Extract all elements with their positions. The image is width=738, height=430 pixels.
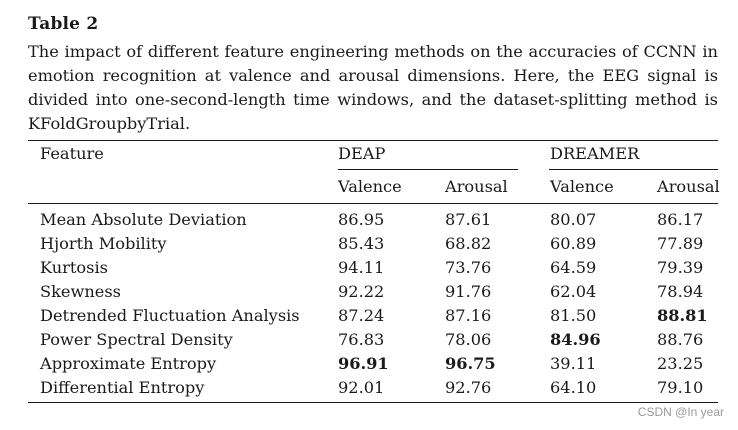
row-value: 87.16 <box>445 306 492 325</box>
row-value: 62.04 <box>550 282 597 301</box>
bottom-rule <box>28 402 718 403</box>
row-value: 68.82 <box>445 234 492 253</box>
row-feature: Differential Entropy <box>40 378 205 397</box>
row-value: 96.91 <box>338 354 389 373</box>
subheader-dreamer-arousal: Arousal <box>657 177 720 196</box>
row-feature: Power Spectral Density <box>40 330 233 349</box>
row-value: 94.11 <box>338 258 385 277</box>
row-value: 39.11 <box>550 354 597 373</box>
row-value: 80.07 <box>550 210 597 229</box>
table-caption: The impact of different feature engineer… <box>28 42 718 133</box>
row-feature: Hjorth Mobility <box>40 234 167 253</box>
row-value: 23.25 <box>657 354 704 373</box>
row-value: 64.10 <box>550 378 597 397</box>
row-value: 86.17 <box>657 210 704 229</box>
watermark: CSDN @In year <box>637 405 724 419</box>
row-value: 79.39 <box>657 258 704 277</box>
row-value: 84.96 <box>550 330 601 349</box>
subheader-deap-arousal: Arousal <box>445 177 508 196</box>
row-value: 91.76 <box>445 282 492 301</box>
row-value: 86.95 <box>338 210 385 229</box>
row-feature: Skewness <box>40 282 121 301</box>
header-feature: Feature <box>40 144 104 163</box>
row-value: 87.24 <box>338 306 385 325</box>
row-value: 88.81 <box>657 306 708 325</box>
subheader-deap-valence: Valence <box>338 177 402 196</box>
row-value: 96.75 <box>445 354 496 373</box>
row-value: 79.10 <box>657 378 704 397</box>
row-value: 78.94 <box>657 282 704 301</box>
row-value: 88.76 <box>657 330 704 349</box>
table-label: Table 2 <box>28 14 99 34</box>
row-value: 77.89 <box>657 234 704 253</box>
header-group-dreamer: DREAMER <box>550 144 640 163</box>
row-value: 78.06 <box>445 330 492 349</box>
subheader-dreamer-valence: Valence <box>550 177 614 196</box>
row-value: 92.01 <box>338 378 385 397</box>
row-value: 87.61 <box>445 210 492 229</box>
row-value: 76.83 <box>338 330 385 349</box>
row-feature: Detrended Fluctuation Analysis <box>40 306 300 325</box>
row-value: 85.43 <box>338 234 385 253</box>
row-value: 60.89 <box>550 234 597 253</box>
row-value: 73.76 <box>445 258 492 277</box>
row-value: 92.22 <box>338 282 385 301</box>
header-rule <box>28 203 718 204</box>
row-value: 81.50 <box>550 306 597 325</box>
row-feature: Mean Absolute Deviation <box>40 210 247 229</box>
dreamer-group-rule <box>549 169 718 170</box>
deap-group-rule <box>338 169 518 170</box>
header-group-deap: DEAP <box>338 144 386 163</box>
top-rule <box>28 140 718 141</box>
row-feature: Kurtosis <box>40 258 108 277</box>
row-value: 64.59 <box>550 258 597 277</box>
row-value: 92.76 <box>445 378 492 397</box>
row-feature: Approximate Entropy <box>40 354 217 373</box>
